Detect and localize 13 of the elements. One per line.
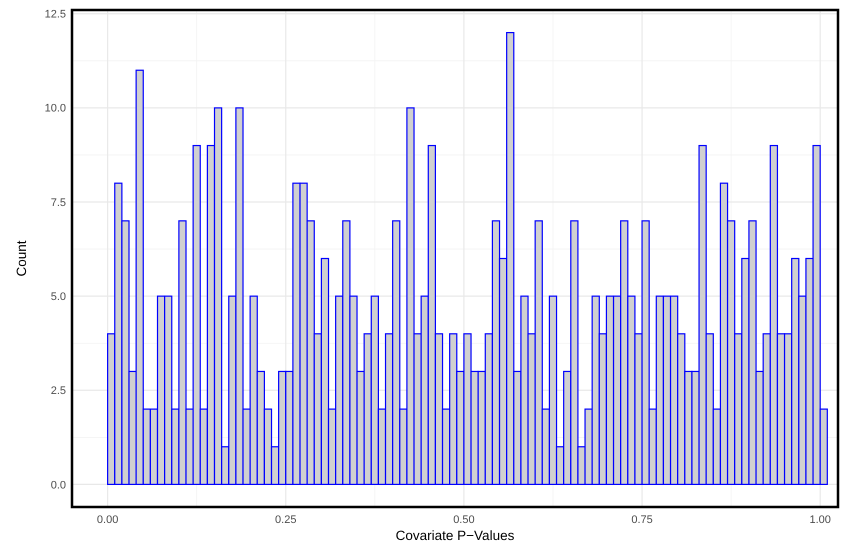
y-tick-label: 10.0 [44, 102, 66, 115]
x-axis-title: Covariate P−Values [396, 528, 515, 543]
y-tick-label: 12.5 [44, 8, 66, 21]
x-tick-label: 1.00 [809, 514, 831, 526]
x-tick-label: 0.75 [631, 514, 653, 526]
y-tick-label: 5.0 [50, 291, 66, 303]
y-tick-label: 7.5 [50, 196, 66, 209]
y-tick-label: 2.5 [50, 385, 66, 398]
x-tick-label: 0.25 [275, 514, 296, 526]
x-tick-label: 0.00 [96, 514, 118, 526]
y-tick-label: 0.0 [50, 479, 66, 492]
x-tick-label: 0.50 [453, 514, 475, 526]
y-axis-title: Count [14, 240, 29, 277]
